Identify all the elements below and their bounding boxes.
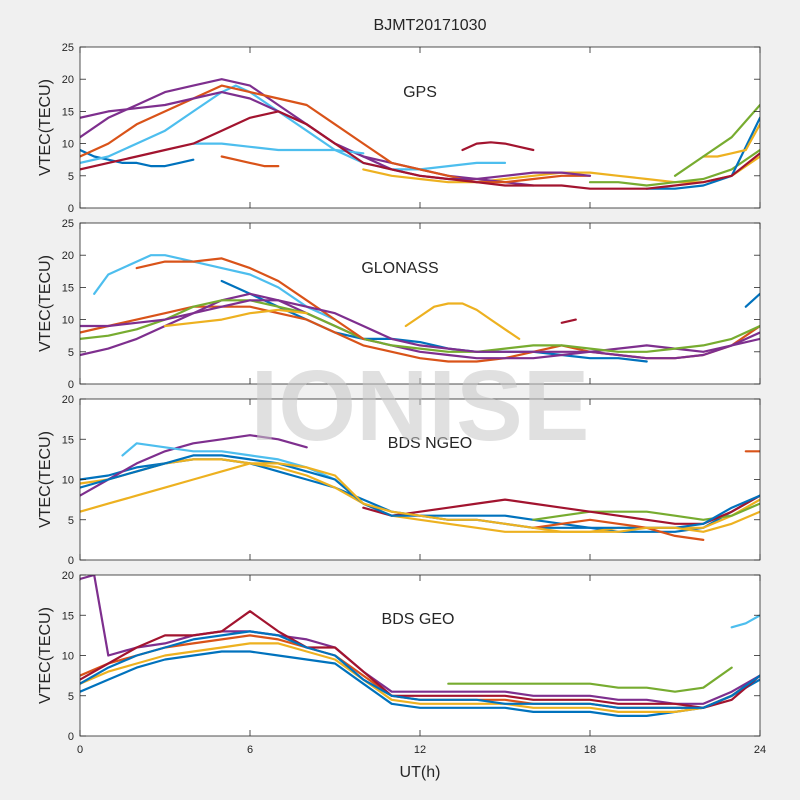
y-tick-label: 0: [68, 555, 74, 567]
panel-label: BDS NGEO: [388, 435, 472, 452]
y-tick-label: 5: [68, 171, 74, 183]
series-line-6: [362, 494, 760, 525]
series-line-4: [532, 502, 760, 521]
y-tick-label: 10: [62, 315, 74, 327]
series-line-1: [220, 155, 280, 168]
y-tick-label: 25: [62, 42, 74, 54]
y-tick-label: 20: [62, 394, 74, 406]
panel-1: 0 5 10 15 20 25 VTEC(TECU) GLONASS: [37, 218, 761, 391]
panels: 0 5 10 15 20 25 VTEC(TECU) GPS 0 5 10 15 20 25 VTEC(TE…: [37, 42, 766, 756]
watermark-text: IONISE: [251, 350, 590, 462]
series-line-2: [404, 302, 521, 340]
y-tick-label: 15: [62, 106, 74, 118]
series-line-8: [80, 84, 592, 184]
series-line-5: [730, 614, 760, 629]
series-line-9: [702, 123, 760, 158]
panel-label: BDS GEO: [382, 611, 455, 628]
y-tick-label: 10: [62, 475, 74, 487]
y-tick-label: 15: [62, 610, 74, 622]
series-line-0: [80, 650, 760, 718]
y-tick-label: 20: [62, 74, 74, 86]
y-axis-label: VTEC(TECU): [37, 431, 54, 528]
series-group: [80, 575, 760, 718]
y-tick-label: 5: [68, 515, 74, 527]
y-tick-label: 15: [62, 282, 74, 294]
panel-0: 0 5 10 15 20 25 VTEC(TECU) GPS: [37, 42, 761, 215]
plot-area: [80, 47, 760, 208]
series-line-4: [447, 666, 733, 693]
series-line-3: [80, 434, 308, 497]
series-line-7: [80, 630, 760, 709]
series-line-6: [461, 141, 535, 152]
x-tick-label: 12: [414, 744, 426, 756]
series-line-7: [744, 292, 760, 308]
y-tick-label: 0: [68, 379, 74, 391]
y-tick-label: 5: [68, 691, 74, 703]
series-line-13: [80, 110, 760, 190]
panel-2: 0 5 10 15 20 VTEC(TECU) BDS NGEO: [37, 394, 761, 567]
y-tick-label: 25: [62, 218, 74, 230]
series-group: [80, 78, 760, 190]
series-line-10: [80, 299, 760, 360]
figure-title: BJMT20171030: [374, 17, 487, 34]
series-line-8: [532, 518, 705, 542]
x-tick-label: 18: [584, 744, 596, 756]
y-axis-label: VTEC(TECU): [37, 607, 54, 704]
series-line-4: [588, 148, 760, 187]
y-tick-label: 0: [68, 731, 74, 743]
x-tick-label: 0: [77, 744, 83, 756]
y-tick-label: 0: [68, 203, 74, 215]
series-line-4: [80, 299, 760, 353]
series-line-12: [192, 142, 365, 155]
y-tick-label: 5: [68, 347, 74, 359]
series-line-7: [645, 116, 760, 190]
y-tick-label: 10: [62, 651, 74, 663]
panel-label: GPS: [403, 84, 437, 101]
series-line-3: [80, 575, 760, 705]
x-axis-label: UT(h): [400, 764, 441, 781]
series-line-11: [673, 103, 760, 177]
y-tick-label: 20: [62, 570, 74, 582]
y-axis-label: VTEC(TECU): [37, 255, 54, 352]
y-tick-label: 10: [62, 139, 74, 151]
panel-label: GLONASS: [361, 260, 438, 277]
x-tick-label: 24: [754, 744, 766, 756]
y-axis-label: VTEC(TECU): [37, 79, 54, 176]
series-line-8: [135, 257, 365, 340]
series-line-9: [163, 308, 308, 328]
series-line-9: [80, 462, 760, 533]
y-tick-label: 15: [62, 434, 74, 446]
series-group: [80, 434, 760, 542]
series-line-2: [80, 642, 760, 714]
y-tick-label: 20: [62, 250, 74, 262]
series-line-0: [220, 279, 648, 363]
series-line-5: [121, 442, 337, 481]
panel-3: 0 5 10 15 20 0 6 12 18 24 VTEC(TECU) BDS GEO: [37, 570, 766, 756]
series-line-6: [80, 610, 760, 709]
series-group: [80, 254, 760, 363]
x-tick-label: 6: [247, 744, 253, 756]
series-line-6: [560, 318, 577, 324]
